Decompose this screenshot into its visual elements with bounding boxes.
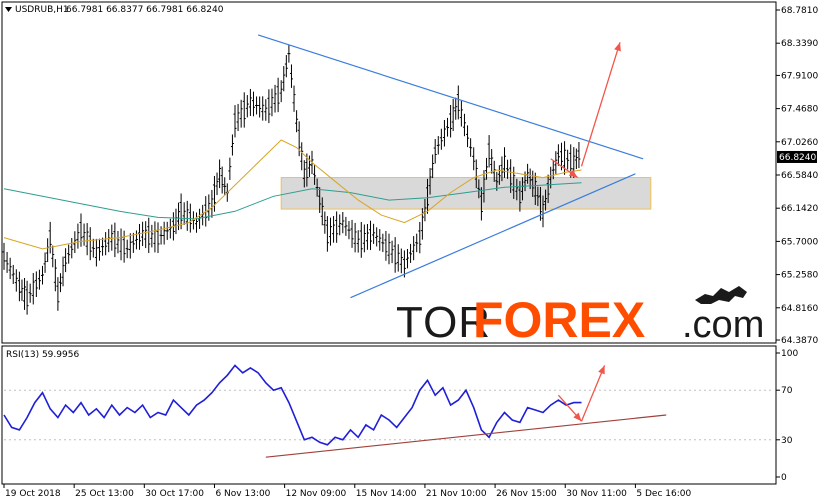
- time-axis-label: 25 Oct 13:00: [75, 489, 134, 499]
- price-axis-label: 67.9100: [781, 71, 818, 81]
- price-axis-label: 64.8160: [781, 304, 818, 314]
- time-axis-label: 21 Nov 10:00: [426, 489, 487, 499]
- price-axis-label: 66.1420: [781, 204, 818, 214]
- rsi-axis-label: 0: [781, 473, 787, 483]
- rsi-axis-label: 70: [781, 386, 793, 396]
- current-price-label: 66.8240: [779, 153, 816, 163]
- price-axis-label: 65.2580: [781, 271, 818, 281]
- price-axis-label: 66.5840: [781, 171, 818, 181]
- main-pane-frame: [2, 2, 776, 343]
- time-axis-label: 5 Dec 16:00: [636, 489, 691, 499]
- time-axis-label: 30 Nov 11:00: [566, 489, 627, 499]
- rsi-axis-label: 100: [781, 349, 798, 359]
- price-axis-label: 68.7810: [781, 6, 818, 16]
- time-axis-label: 6 Nov 13:00: [215, 489, 270, 499]
- rsi-pane-frame: [2, 346, 776, 484]
- price-axis-label: 67.0260: [781, 138, 818, 148]
- ohlc-label: 66.7981 66.8377 66.7981 66.8240: [66, 5, 224, 15]
- time-axis-label: 30 Oct 17:00: [145, 489, 204, 499]
- price-axis-label: 67.4680: [781, 105, 818, 115]
- svg-text:.com: .com: [682, 304, 764, 346]
- rsi-label: RSI(13) 59.9956: [6, 350, 79, 360]
- price-axis-label: 68.3390: [781, 39, 818, 49]
- price-axis-label: 64.3870: [781, 336, 818, 346]
- svg-text:FOREX: FOREX: [473, 292, 645, 348]
- time-axis-label: 26 Nov 15:00: [496, 489, 557, 499]
- time-axis-label: 12 Nov 09:00: [286, 489, 347, 499]
- time-axis-label: 15 Nov 14:00: [356, 489, 417, 499]
- symbol-label: USDRUB,H1: [15, 5, 69, 15]
- rsi-axis-label: 30: [781, 436, 793, 446]
- price-axis-label: 65.7000: [781, 237, 818, 247]
- time-axis-label: 19 Oct 2018: [5, 489, 61, 499]
